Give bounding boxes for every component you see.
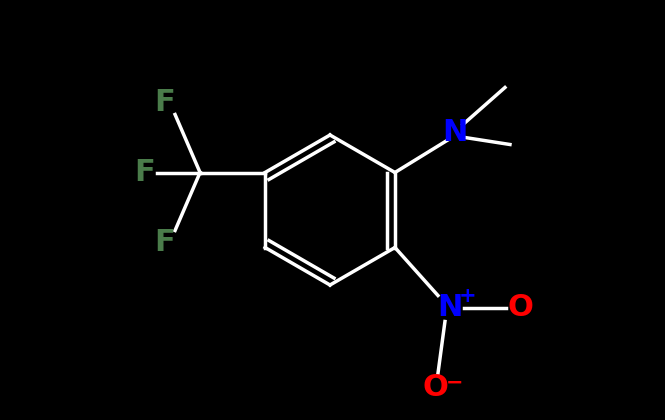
Text: +: + — [459, 286, 477, 305]
Text: N: N — [442, 118, 467, 147]
Text: F: F — [155, 228, 176, 257]
Text: −: − — [446, 373, 464, 393]
Text: O: O — [507, 293, 533, 322]
Text: N: N — [438, 293, 463, 322]
Text: F: F — [135, 158, 156, 187]
Text: O: O — [422, 373, 448, 402]
Text: F: F — [155, 88, 176, 117]
